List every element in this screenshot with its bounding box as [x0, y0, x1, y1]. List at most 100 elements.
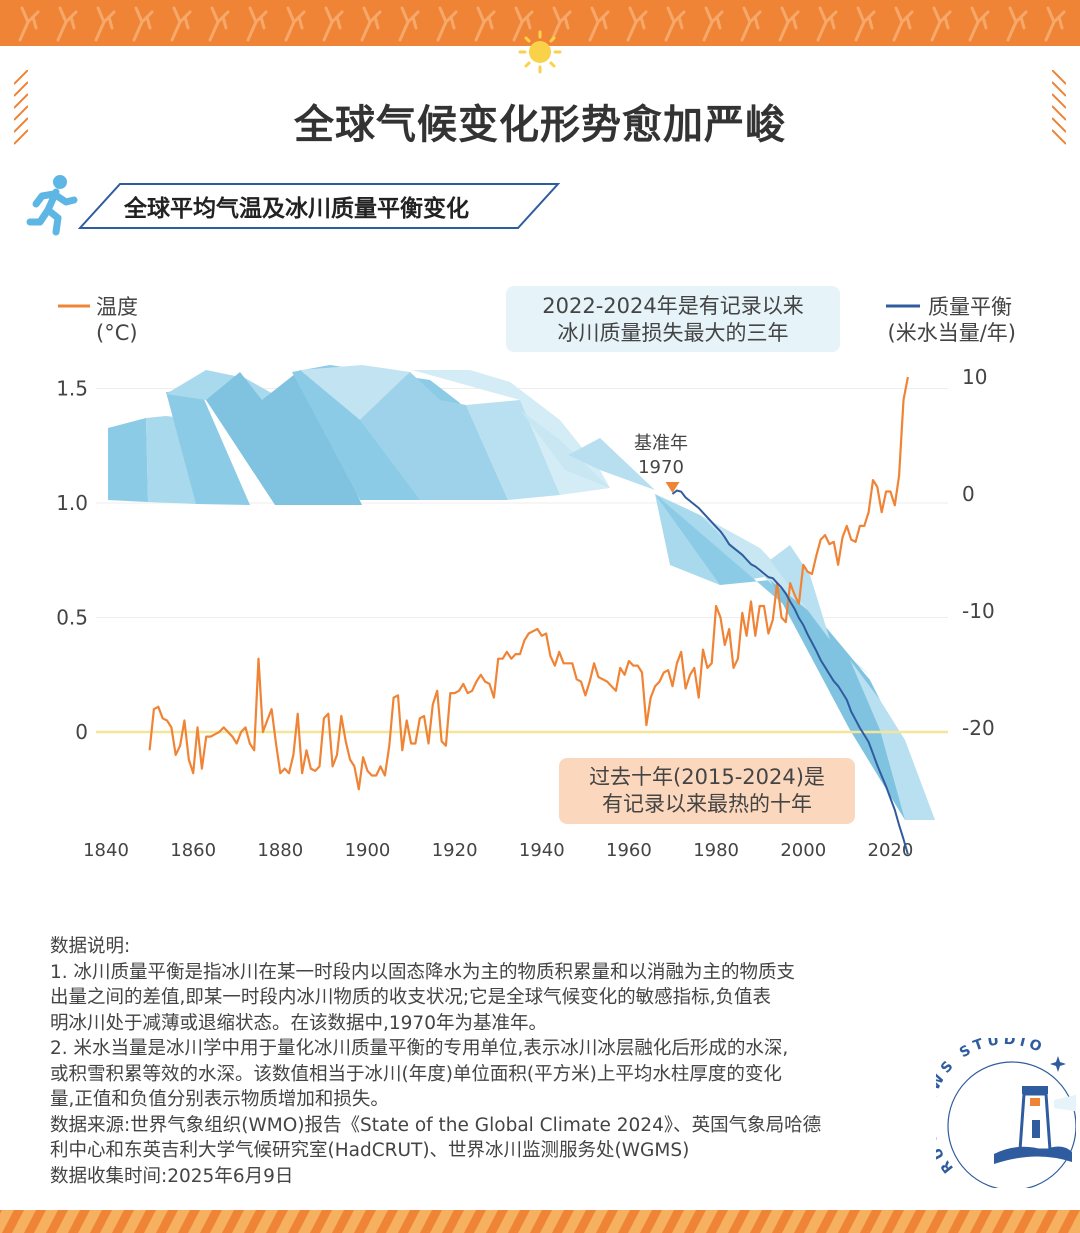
- stripe-decoration: [442, 1210, 464, 1233]
- twig-decoration: [322, 6, 344, 42]
- twig-decoration: [702, 6, 724, 42]
- left-tick-label: 1.0: [56, 491, 88, 515]
- twig-decoration: [246, 6, 268, 42]
- glacier-shape: [770, 580, 905, 820]
- mass-balance-series-line: [671, 489, 909, 855]
- stripe-decoration: [1058, 1210, 1080, 1233]
- stripe-decoration: [816, 1210, 838, 1233]
- page-title: 全球气候变化形势愈加严峻: [294, 102, 786, 148]
- left-axis-ticks: 1.5 1.0 0.5 0: [56, 377, 88, 745]
- temperature-series-line: [148, 376, 909, 791]
- stripe-decoration: [2, 1210, 24, 1233]
- twig-decoration: [512, 6, 534, 42]
- notes-line: 1. 冰川质量平衡是指冰川在某一时段内以固态降水为主的物质积累量和以消融为主的物…: [50, 961, 796, 983]
- stripe-decoration: [1036, 1210, 1058, 1233]
- notes-line: 量,正值和负值分别表示物质增加和损失。: [50, 1089, 389, 1110]
- x-tick-label: 2020: [868, 840, 914, 861]
- baseline-year-label: 1970: [638, 457, 684, 478]
- warm-callout-line2: 有记录以来最热的十年: [602, 792, 812, 816]
- stripe-decoration: [684, 1210, 706, 1233]
- stripe-decoration: [618, 1210, 640, 1233]
- glacier-shape: [466, 400, 560, 500]
- stripe-decoration: [662, 1210, 684, 1233]
- stripe-decoration: [288, 1210, 310, 1233]
- stripe-decoration: [156, 1210, 178, 1233]
- temperature-legend-label: 温度: [96, 295, 138, 319]
- twig-decoration: [588, 6, 610, 42]
- twig-decoration: [284, 6, 306, 42]
- stripe-decoration: [178, 1210, 200, 1233]
- stripe-decoration: [508, 1210, 530, 1233]
- x-tick-label: 1880: [257, 840, 303, 861]
- x-tick-label: 1940: [519, 840, 565, 861]
- mass-unit-label: (米水当量/年): [888, 321, 1016, 345]
- stripe-decoration: [640, 1210, 662, 1233]
- stripe-decoration: [68, 1210, 90, 1233]
- left-tick-label: 0.5: [56, 606, 88, 630]
- stripe-decoration: [904, 1210, 926, 1233]
- x-tick-label: 1960: [606, 840, 652, 861]
- twig-decoration: [778, 6, 800, 42]
- lighthouse-icon: RUC NEWS STUDIO: [936, 1038, 1076, 1188]
- stripe-decoration: [332, 1210, 354, 1233]
- stripe-decoration: [244, 1210, 266, 1233]
- x-tick-label: 1920: [432, 840, 478, 861]
- twig-decoration: [740, 6, 762, 42]
- stripe-decoration: [552, 1210, 574, 1233]
- data-notes: 数据说明: 1. 冰川质量平衡是指冰川在某一时段内以固态降水为主的物质积累量和以…: [50, 934, 910, 1189]
- notes-line: 明冰川处于减薄或退缩状态。在该数据中,1970年为基准年。: [50, 1012, 547, 1034]
- glacier-shape: [520, 410, 610, 488]
- stripe-decoration: [772, 1210, 794, 1233]
- x-tick-label: 1900: [345, 840, 391, 861]
- glacier-shape: [850, 660, 935, 820]
- twig-decoration: [132, 6, 154, 42]
- stripe-decoration: [134, 1210, 156, 1233]
- stripe-decoration: [486, 1210, 508, 1233]
- twig-decoration: [56, 6, 78, 42]
- left-tick-label: 1.5: [56, 377, 88, 401]
- glacier-shape: [166, 390, 250, 505]
- stripe-decoration: [1014, 1210, 1036, 1233]
- subtitle-frame: [78, 183, 561, 229]
- twig-decoration: [1006, 6, 1028, 42]
- left-tick-label: 0: [75, 720, 88, 744]
- stripe-decoration: [310, 1210, 332, 1233]
- notes-line: 或积雪积累等效的水深。该数值相当于冰川(年度)单位面积(平方米)上平均水柱厚度的…: [50, 1063, 782, 1085]
- stripe-decoration: [794, 1210, 816, 1233]
- stripe-decoration: [46, 1210, 68, 1233]
- twig-decoration: [626, 6, 648, 42]
- stripe-decoration: [728, 1210, 750, 1233]
- left-hatch-decoration: [14, 70, 28, 145]
- notes-line: 出量之间的差值,即某一时段内冰川物质的收支状况;它是全球气候变化的敏感指标,负值…: [50, 987, 771, 1008]
- right-axis-ticks: 10 0 -10 -20: [962, 365, 995, 740]
- stripe-decoration: [90, 1210, 112, 1233]
- stripe-decoration: [926, 1210, 948, 1233]
- twig-decoration: [170, 6, 192, 42]
- twig-decoration: [550, 6, 572, 42]
- glacier-shape: [206, 370, 362, 505]
- stripe-decoration: [112, 1210, 134, 1233]
- twig-decoration: [816, 6, 838, 42]
- mass-legend-label: 质量平衡: [928, 295, 1012, 319]
- warm-callout-line1: 过去十年(2015-2024)是: [589, 765, 825, 789]
- stripe-decoration: [948, 1210, 970, 1233]
- bottom-decorative-band: [0, 1210, 1080, 1233]
- glacier-shape: [360, 372, 508, 500]
- glacier-illustration: [108, 365, 935, 820]
- notes-line: 2. 米水当量是冰川学中用于量化冰川质量平衡的专用单位,表示冰川冰层融化后形成的…: [50, 1038, 789, 1059]
- twig-decoration: [208, 6, 230, 42]
- x-tick-label: 2000: [780, 840, 826, 861]
- right-tick-label: 10: [962, 365, 987, 389]
- sun-icon: [518, 30, 562, 74]
- warm-callout-box: [559, 758, 855, 824]
- glacier-callout-line1: 2022-2024年是有记录以来: [542, 294, 803, 318]
- stripe-decoration: [882, 1210, 904, 1233]
- glacier-shape: [568, 438, 655, 490]
- stripe-decoration: [970, 1210, 992, 1233]
- runner-icon: [26, 175, 78, 236]
- right-tick-label: -20: [962, 716, 995, 740]
- stripe-decoration: [596, 1210, 618, 1233]
- glacier-shape: [300, 365, 410, 420]
- stripe-decoration: [398, 1210, 420, 1233]
- source-line: 利中心和东英吉利大学气候研究室(HadCRUT)、世界冰川监测服务处(WGMS): [50, 1140, 690, 1161]
